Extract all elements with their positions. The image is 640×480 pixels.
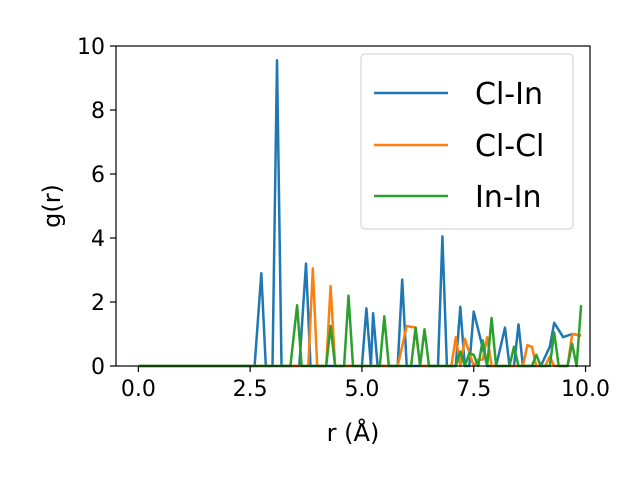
x-tick-label: 0.0 (121, 377, 156, 402)
y-tick-label: 0 (91, 355, 105, 380)
plot-frame (115, 45, 591, 367)
legend-label-cl-in: Cl-In (475, 77, 543, 112)
y-tick-label: 4 (91, 227, 105, 252)
y-tick-label: 6 (91, 163, 105, 188)
y-tick-label: 2 (91, 291, 105, 316)
y-tick-label: 10 (77, 35, 105, 60)
y-axis-label: g(r) (38, 184, 66, 228)
y-tick-label: 8 (91, 99, 105, 124)
y-axis: 0 2 4 6 8 10 (77, 35, 116, 380)
legend: Cl-In Cl-Cl In-In (360, 53, 574, 230)
legend-label-in-in: In-In (475, 180, 542, 215)
x-tick-label: 7.5 (456, 377, 491, 402)
legend-box (360, 53, 574, 230)
x-axis: 0.0 2.5 5.0 7.5 10.0 (121, 366, 610, 402)
x-tick-label: 2.5 (233, 377, 268, 402)
x-tick-label: 5.0 (344, 377, 379, 402)
legend-label-cl-cl: Cl-Cl (475, 129, 544, 164)
x-tick-label: 10.0 (561, 377, 610, 402)
x-axis-label: r (Å) (327, 418, 380, 447)
